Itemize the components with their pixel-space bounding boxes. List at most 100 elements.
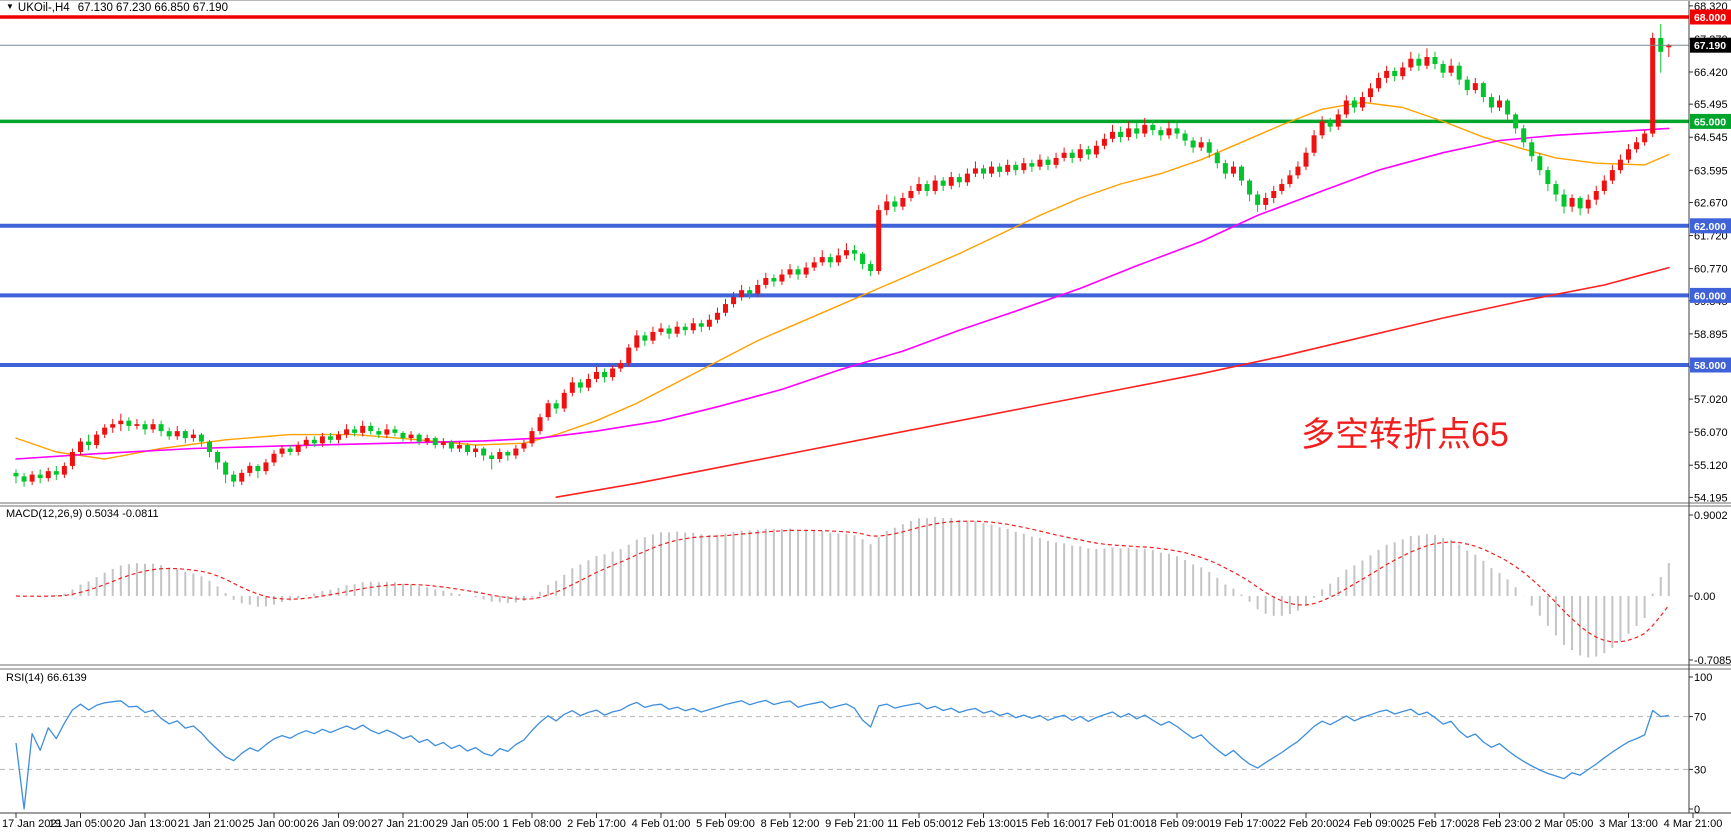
- candle-body: [1166, 128, 1172, 136]
- candle-body: [1569, 197, 1575, 207]
- candle-body: [537, 417, 543, 432]
- time-axis-label: 24 Feb 09:00: [1338, 818, 1403, 830]
- candle-body: [1408, 58, 1414, 68]
- candle-body: [650, 331, 656, 341]
- candle-body: [231, 474, 237, 482]
- main-panel[interactable]: [0, 15, 1689, 498]
- macd-axis-label: 0.9002: [1694, 510, 1728, 522]
- candle-body: [223, 462, 229, 475]
- candle-body: [303, 439, 309, 446]
- candle-body: [674, 326, 680, 334]
- candle-body: [577, 382, 583, 388]
- candle-body: [1537, 156, 1543, 171]
- candle-body: [295, 445, 301, 452]
- candle-body: [166, 431, 172, 437]
- price-axis-label: 64.545: [1694, 132, 1728, 144]
- candle-body: [94, 434, 100, 446]
- candle-body: [440, 441, 446, 446]
- candle-body: [360, 425, 366, 433]
- candle-body: [1271, 191, 1277, 198]
- macd-panel[interactable]: [15, 517, 1670, 658]
- candle-body: [1497, 100, 1502, 108]
- candle-body: [239, 472, 245, 482]
- candle-body: [876, 210, 882, 272]
- time-axis-label: 28 Feb 23:00: [1467, 818, 1532, 830]
- time-axis-label: 21 Jan 21:00: [178, 818, 242, 830]
- candle-body: [569, 382, 575, 393]
- candle-body: [1448, 65, 1454, 73]
- candle-body: [884, 201, 890, 211]
- candle-body: [1198, 142, 1204, 148]
- candle-body: [521, 443, 527, 449]
- candle-body: [1472, 83, 1478, 91]
- level-58.000-badge: 58.000: [1694, 360, 1726, 372]
- candle-body: [1101, 138, 1107, 146]
- candle-body: [585, 378, 591, 388]
- candle-body: [448, 441, 454, 449]
- candle-body: [1609, 170, 1615, 181]
- candle-body: [989, 166, 995, 174]
- level-60.000-badge-bg: [1690, 287, 1731, 303]
- rsi-panel[interactable]: [0, 699, 1689, 810]
- candle-body: [1005, 164, 1011, 172]
- rsi-axis-label: 30: [1694, 764, 1706, 776]
- dropdown-arrow-icon[interactable]: ▼: [6, 2, 14, 11]
- candle-body: [529, 431, 535, 444]
- candle-body: [747, 290, 753, 294]
- candle-body: [21, 476, 27, 482]
- candle-body: [53, 471, 59, 475]
- candle-body: [819, 257, 825, 263]
- price-axis-label: 68.320: [1694, 1, 1728, 13]
- candle-body: [852, 250, 857, 254]
- candle-body: [1464, 79, 1470, 91]
- candle-body: [1335, 114, 1341, 127]
- candle-body: [37, 474, 43, 479]
- candle-body: [1392, 70, 1398, 77]
- candle-body: [69, 452, 75, 466]
- level-58.000-badge-bg: [1690, 357, 1731, 373]
- time-axis-label: 2 Feb 17:00: [567, 818, 626, 830]
- current-price-badge: 67.190: [1694, 40, 1726, 52]
- price-axis-label: 55.120: [1694, 460, 1728, 472]
- ohlc-values: 67.130 67.230 66.850 67.190: [77, 2, 228, 14]
- price-axis[interactable]: 68.32067.37066.42065.49564.54563.59562.6…: [1689, 1, 1731, 816]
- candle-body: [1650, 37, 1656, 134]
- candle-body: [1513, 114, 1519, 129]
- level-68.000-badge: 68.000: [1694, 12, 1726, 24]
- current-price-badge-bg: [1690, 37, 1731, 53]
- time-axis-label: 17 Feb 01:00: [1080, 818, 1145, 830]
- price-axis-label: 54.195: [1694, 492, 1728, 504]
- price-axis-label: 62.670: [1694, 197, 1728, 209]
- candle-body: [642, 335, 648, 341]
- ma-slow-line: [555, 266, 1670, 498]
- macd-axis-label: 0.00: [1694, 591, 1715, 603]
- candle-body: [1343, 100, 1349, 115]
- time-axis-label: 4 Mar 21:00: [1664, 818, 1723, 830]
- candle-body: [1182, 133, 1188, 141]
- chart-title: ▼ UKOil-,H4 67.130 67.230 66.850 67.190: [6, 2, 228, 14]
- candle-body: [142, 424, 148, 430]
- candle-body: [78, 441, 83, 452]
- candle-body: [835, 255, 841, 263]
- candle-body: [940, 180, 946, 186]
- candle-body: [682, 326, 688, 331]
- candle-body: [634, 335, 640, 348]
- price-axis-label: 66.420: [1694, 67, 1728, 79]
- candle-body: [932, 180, 938, 191]
- candle-body: [158, 424, 164, 432]
- candle-body: [843, 250, 849, 256]
- level-68.000-badge-bg: [1690, 9, 1731, 25]
- candle-body: [1593, 191, 1599, 200]
- candle-body: [86, 441, 92, 446]
- candle-body: [964, 173, 970, 183]
- candle-body: [1287, 175, 1293, 185]
- time-axis-label: 25 Jan 00:00: [242, 818, 306, 830]
- candle-body: [626, 347, 632, 364]
- candle-body: [1230, 166, 1236, 174]
- candle-body: [1480, 83, 1486, 98]
- ma-mid-line: [15, 127, 1670, 460]
- candle-body: [868, 264, 874, 272]
